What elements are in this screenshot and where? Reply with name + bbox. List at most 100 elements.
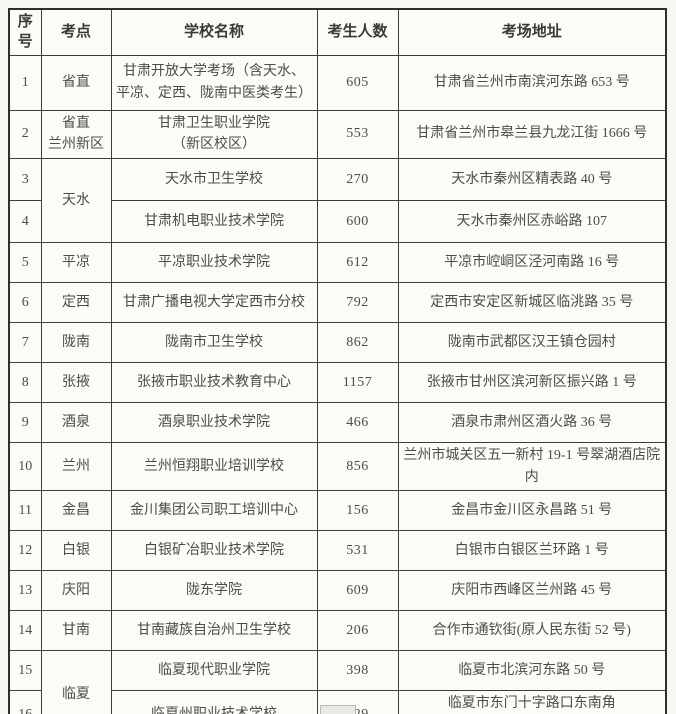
cell-serial: 6 [8, 281, 42, 323]
cell-school: 甘肃开放大学考场（含天水、 平凉、定西、陇南中医类考生） [110, 54, 318, 111]
table-row: 13 庆阳 陇东学院 609 庆阳市西峰区兰州路 45 号 [8, 570, 667, 612]
cell-serial: 4 [8, 199, 42, 243]
cell-address: 临夏市北滨河东路 50 号 [397, 650, 667, 692]
cell-serial: 5 [8, 241, 42, 283]
cell-school: 甘肃卫生职业学院 （新区校区） [110, 109, 318, 159]
cell-serial: 15 [8, 650, 42, 692]
cell-school: 甘肃广播电视大学定西市分校 [110, 281, 318, 323]
cell-count: 1157 [316, 361, 399, 403]
cell-count: 600 [316, 199, 399, 243]
cell-school: 白银矿冶职业技术学院 [110, 530, 318, 572]
cell-serial: 11 [8, 490, 42, 532]
cell-serial: 13 [8, 570, 42, 612]
header-venue-address: 考场地址 [397, 8, 667, 56]
cell-serial: 7 [8, 321, 42, 363]
cell-address: 临夏市东门十字路口东南角 （原州卫生学校） [397, 690, 667, 714]
cell-site: 白银 [40, 530, 112, 572]
table-header-row: 序 号 考点 学校名称 考生人数 考场地址 [8, 8, 667, 56]
table-row: 7 陇南 陇南市卫生学校 862 陇南市武都区汉王镇仓园村 [8, 321, 667, 363]
cell-school: 甘南藏族自治州卫生学校 [110, 610, 318, 652]
page-footer-mark [320, 705, 356, 714]
header-serial-number: 序 号 [8, 8, 42, 56]
cell-site-merged: 天水 [40, 157, 112, 243]
cell-count: 612 [316, 241, 399, 283]
cell-serial: 3 [8, 157, 42, 201]
cell-count: 466 [316, 401, 399, 443]
table-row: 10 兰州 兰州恒翔职业培训学校 856 兰州市城关区五一新村 19-1 号翠湖… [8, 441, 667, 492]
cell-serial: 2 [8, 109, 42, 159]
cell-address: 定西市安定区新城区临洮路 35 号 [397, 281, 667, 323]
cell-count: 856 [316, 441, 399, 492]
table-row: 6 定西 甘肃广播电视大学定西市分校 792 定西市安定区新城区临洮路 35 号 [8, 281, 667, 323]
cell-school: 张掖市职业技术教育中心 [110, 361, 318, 403]
cell-count: 609 [316, 570, 399, 612]
cell-site: 张掖 [40, 361, 112, 403]
cell-site: 兰州 [40, 441, 112, 492]
cell-address: 合作市通钦街(原人民东街 52 号) [397, 610, 667, 652]
cell-address: 天水市秦州区精表路 40 号 [397, 157, 667, 201]
cell-school: 甘肃机电职业技术学院 [110, 199, 318, 243]
table-row: 12 白银 白银矿冶职业技术学院 531 白银市白银区兰环路 1 号 [8, 530, 667, 572]
cell-site-merged: 临夏 [40, 650, 112, 714]
cell-site: 陇南 [40, 321, 112, 363]
cell-address: 张掖市甘州区滨河新区振兴路 1 号 [397, 361, 667, 403]
table-row: 14 甘南 甘南藏族自治州卫生学校 206 合作市通钦街(原人民东街 52 号) [8, 610, 667, 652]
cell-school: 陇东学院 [110, 570, 318, 612]
cell-count: 792 [316, 281, 399, 323]
table-row: 8 张掖 张掖市职业技术教育中心 1157 张掖市甘州区滨河新区振兴路 1 号 [8, 361, 667, 403]
cell-address: 平凉市崆峒区泾河南路 16 号 [397, 241, 667, 283]
cell-count: 398 [316, 650, 399, 692]
table-row: 1 省直 甘肃开放大学考场（含天水、 平凉、定西、陇南中医类考生） 605 甘肃… [8, 54, 667, 111]
cell-count: 553 [316, 109, 399, 159]
cell-address: 天水市秦州区赤峪路 107 [397, 199, 667, 243]
cell-address: 庆阳市西峰区兰州路 45 号 [397, 570, 667, 612]
cell-school: 兰州恒翔职业培训学校 [110, 441, 318, 492]
cell-school: 临夏现代职业学院 [110, 650, 318, 692]
table-row: 11 金昌 金川集团公司职工培训中心 156 金昌市金川区永昌路 51 号 [8, 490, 667, 532]
cell-site: 省直 兰州新区 [40, 109, 112, 159]
table-row: 2 省直 兰州新区 甘肃卫生职业学院 （新区校区） 553 甘肃省兰州市皋兰县九… [8, 109, 667, 159]
cell-address: 白银市白银区兰环路 1 号 [397, 530, 667, 572]
cell-school: 天水市卫生学校 [110, 157, 318, 201]
cell-school: 金川集团公司职工培训中心 [110, 490, 318, 532]
header-examinee-count: 考生人数 [316, 8, 399, 56]
cell-address: 陇南市武都区汉王镇仓园村 [397, 321, 667, 363]
cell-serial: 16 [8, 690, 42, 714]
cell-address: 酒泉市肃州区酒火路 36 号 [397, 401, 667, 443]
cell-count: 270 [316, 157, 399, 201]
cell-serial: 9 [8, 401, 42, 443]
cell-site: 酒泉 [40, 401, 112, 443]
cell-site: 省直 [40, 54, 112, 111]
cell-serial: 10 [8, 441, 42, 492]
table-row: 3 天水 天水市卫生学校 270 天水市秦州区精表路 40 号 [8, 157, 667, 243]
cell-site: 甘南 [40, 610, 112, 652]
table-row: 5 平凉 平凉职业技术学院 612 平凉市崆峒区泾河南路 16 号 [8, 241, 667, 283]
cell-count: 156 [316, 490, 399, 532]
cell-address: 兰州市城关区五一新村 19-1 号翠湖酒店院内 [397, 441, 667, 492]
cell-site: 金昌 [40, 490, 112, 532]
cell-serial: 14 [8, 610, 42, 652]
cell-address: 甘肃省兰州市皋兰县九龙江街 1666 号 [397, 109, 667, 159]
cell-school: 平凉职业技术学院 [110, 241, 318, 283]
cell-school: 临夏州职业技术学校 [110, 690, 318, 714]
cell-site: 平凉 [40, 241, 112, 283]
table-row: 15 临夏 临夏现代职业学院 398 临夏市北滨河东路 50 号 [8, 650, 667, 714]
table-row: 9 酒泉 酒泉职业技术学院 466 酒泉市肃州区酒火路 36 号 [8, 401, 667, 443]
cell-address: 甘肃省兰州市南滨河东路 653 号 [397, 54, 667, 111]
cell-site: 庆阳 [40, 570, 112, 612]
cell-site: 定西 [40, 281, 112, 323]
cell-count: 605 [316, 54, 399, 111]
cell-count: 862 [316, 321, 399, 363]
cell-serial: 12 [8, 530, 42, 572]
cell-address: 金昌市金川区永昌路 51 号 [397, 490, 667, 532]
exam-sites-table: 序 号 考点 学校名称 考生人数 考场地址 1 省直 甘肃开放大学考场（含天水、… [8, 8, 667, 714]
cell-count: 531 [316, 530, 399, 572]
cell-count: 206 [316, 610, 399, 652]
cell-school: 酒泉职业技术学院 [110, 401, 318, 443]
cell-school: 陇南市卫生学校 [110, 321, 318, 363]
header-school-name: 学校名称 [110, 8, 318, 56]
header-exam-site: 考点 [40, 8, 112, 56]
cell-serial: 1 [8, 54, 42, 111]
cell-serial: 8 [8, 361, 42, 403]
